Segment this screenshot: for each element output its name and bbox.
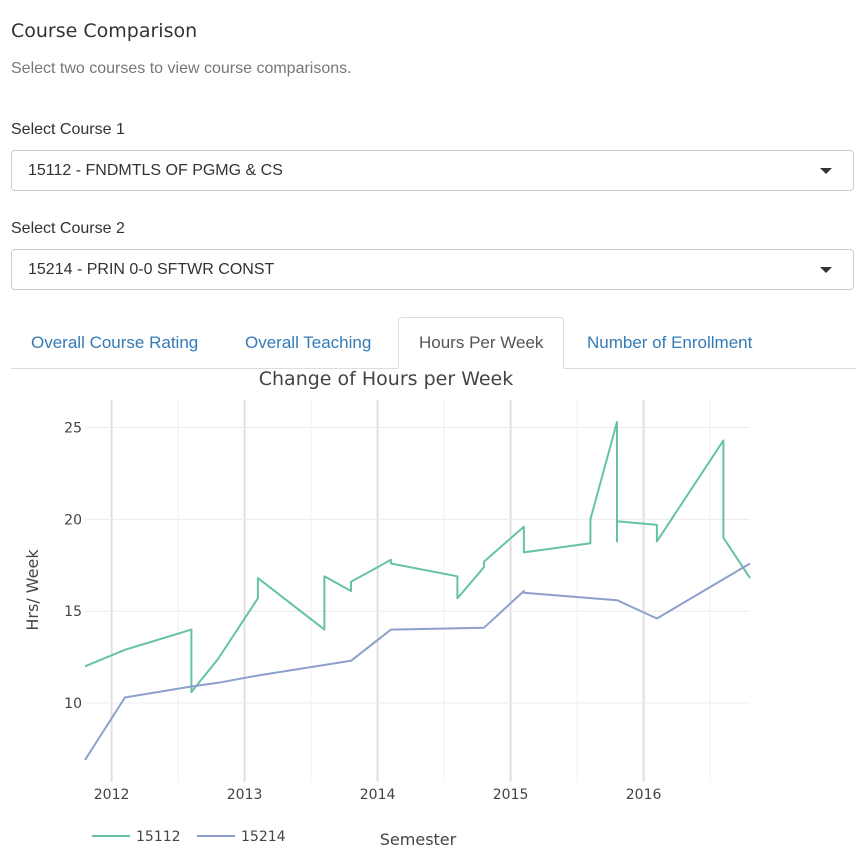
course2-selected-value: 15214 - PRIN 0-0 SFTWR CONST: [28, 261, 275, 278]
y-tick-label: 15: [64, 604, 82, 620]
x-tick-label: 2012: [94, 787, 130, 803]
x-tick-label: 2015: [493, 787, 529, 803]
tab-overall-course-rating[interactable]: Overall Course Rating: [31, 333, 199, 352]
page-subtitle: Select two courses to view course compar…: [11, 60, 352, 77]
series-line-15214: [84, 562, 751, 761]
page-title: Course Comparison: [11, 20, 198, 42]
series-line-15112: [84, 421, 751, 693]
chart-legend[interactable]: 15112 15214: [92, 829, 286, 845]
x-tick-label: 2016: [626, 787, 662, 803]
y-tick-label: 25: [64, 421, 82, 437]
hours-per-week-chart: Change of Hours per Week 2012 2013 2014 201…: [23, 368, 751, 849]
caret-down-icon: [820, 267, 832, 273]
y-tick-label: 20: [64, 512, 82, 528]
y-tick-label: 10: [64, 696, 82, 712]
legend-label-15112: 15112: [136, 829, 181, 845]
course2-select[interactable]: 15214 - PRIN 0-0 SFTWR CONST: [11, 249, 854, 290]
course1-select[interactable]: 15112 - FNDMTLS OF PGMG & CS: [11, 150, 854, 191]
tab-bar: Overall Course Rating Overall Teaching H…: [11, 317, 856, 369]
x-tick-label: 2014: [360, 787, 396, 803]
x-tick-label: 2013: [227, 787, 263, 803]
caret-down-icon: [820, 168, 832, 174]
tab-hours-per-week[interactable]: Hours Per Week: [398, 317, 565, 369]
chart-grid: [85, 400, 750, 782]
chart-series: [84, 421, 751, 761]
x-axis-label: Semester: [380, 830, 457, 849]
chart-ticks: 2012 2013 2014 2015 2016 10 15 20 25: [64, 421, 661, 803]
course1-label: Select Course 1: [11, 121, 125, 138]
tab-number-of-enrollment[interactable]: Number of Enrollment: [587, 333, 753, 352]
legend-label-15214: 15214: [241, 829, 286, 845]
y-axis-label: Hrs/ Week: [23, 549, 42, 631]
course1-selected-value: 15112 - FNDMTLS OF PGMG & CS: [28, 162, 283, 179]
course2-label: Select Course 2: [11, 220, 125, 237]
tab-overall-teaching[interactable]: Overall Teaching: [245, 333, 372, 352]
chart-title: Change of Hours per Week: [259, 368, 514, 390]
